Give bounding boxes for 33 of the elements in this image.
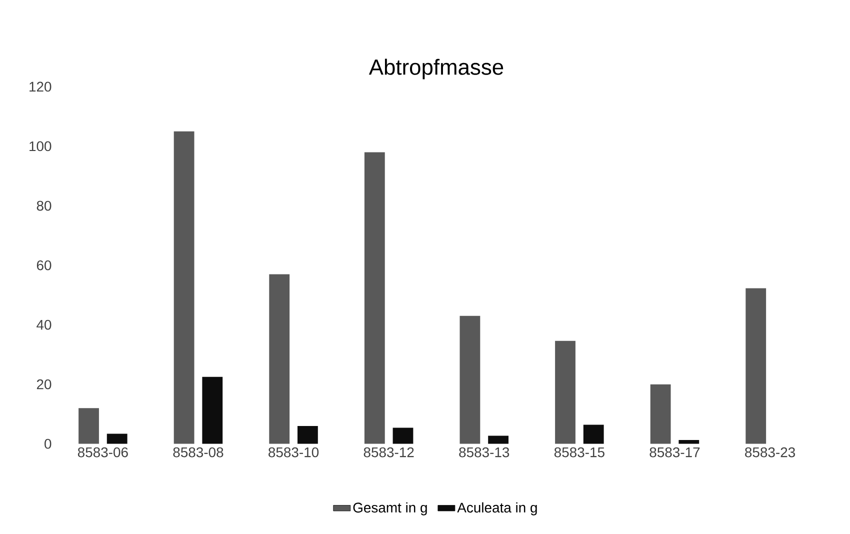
bar bbox=[746, 288, 766, 444]
y-tick-label: 60 bbox=[36, 260, 52, 270]
legend-label: Gesamt in g bbox=[353, 502, 427, 516]
y-tick-label: 80 bbox=[36, 200, 52, 211]
x-tick-label: 8583-12 bbox=[364, 447, 414, 458]
x-tick-label: 8583-15 bbox=[554, 447, 604, 458]
y-tick-label: 40 bbox=[36, 320, 52, 330]
x-tick-label: 8583-10 bbox=[268, 447, 319, 458]
bar bbox=[106, 434, 128, 444]
bar bbox=[460, 316, 480, 444]
x-tick-label: 8583-17 bbox=[650, 447, 700, 458]
bar bbox=[174, 131, 194, 444]
bar bbox=[78, 408, 99, 444]
bar bbox=[392, 428, 414, 444]
bar bbox=[583, 424, 604, 444]
chart-title: Abtropfmasse bbox=[368, 58, 504, 80]
x-tick-label: 8583-06 bbox=[78, 447, 128, 458]
x-tick-label: 8583-23 bbox=[745, 447, 795, 458]
bar bbox=[202, 376, 223, 444]
x-tick-label: 8583-13 bbox=[459, 447, 510, 458]
x-tick-label: 8583-08 bbox=[173, 447, 224, 458]
bar bbox=[650, 384, 671, 444]
bar bbox=[678, 440, 700, 444]
bar bbox=[555, 340, 576, 444]
bar bbox=[269, 274, 290, 444]
y-tick-label: 120 bbox=[30, 82, 52, 92]
y-tick-label: 0 bbox=[44, 438, 52, 449]
bar bbox=[488, 436, 509, 444]
legend-label: Aculeata in g bbox=[457, 502, 537, 516]
bar bbox=[364, 152, 385, 444]
bar bbox=[297, 426, 318, 444]
y-tick-label: 20 bbox=[36, 379, 52, 390]
y-tick-label: 100 bbox=[30, 141, 52, 152]
